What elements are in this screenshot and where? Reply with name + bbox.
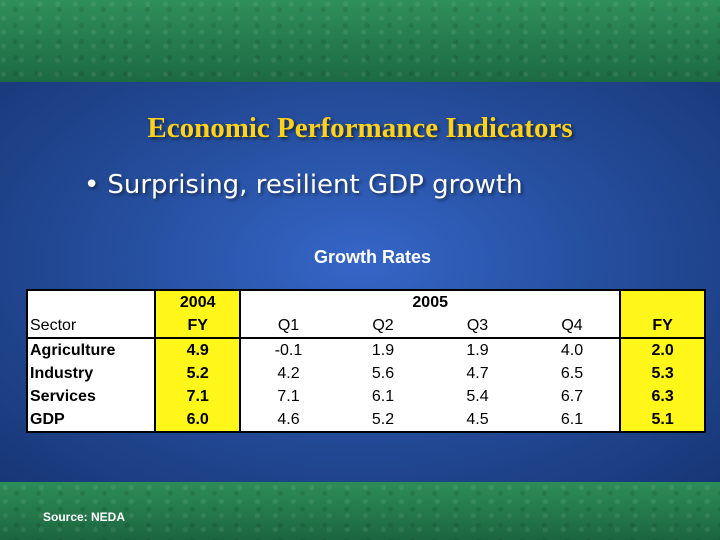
- q4-cell: 6.5: [560, 365, 584, 382]
- q3-cell: 1.9: [430, 337, 525, 362]
- header-sector: Sector: [30, 317, 77, 334]
- header-q4: Q4: [561, 317, 583, 334]
- bullet-text: Surprising, resilient GDP growth: [107, 170, 523, 200]
- fy2004-cell: 6.0: [154, 408, 242, 432]
- q1-cell: 4.2: [277, 365, 300, 382]
- table-row: GDP 6.0 4.6 5.2 4.5 6.1 5.1: [27, 408, 705, 432]
- q1-cell: 4.6: [277, 411, 300, 428]
- fy2005-cell: 2.0: [619, 337, 705, 362]
- header-blank-cell: [27, 290, 155, 314]
- header-q1: Q1: [277, 317, 300, 334]
- fy2004-cell: 4.9: [154, 337, 242, 362]
- q2-cell: 1.9: [335, 337, 431, 362]
- sector-cell: Industry: [30, 365, 94, 382]
- bullet-dot-icon: •: [84, 170, 100, 200]
- sector-cell: Agriculture: [27, 337, 156, 362]
- top-decorative-band: [0, 0, 720, 82]
- sector-cell: GDP: [30, 411, 65, 428]
- table-header-row-years: 2004 2005: [27, 290, 705, 314]
- sector-cell: Services: [30, 388, 96, 405]
- fy2005-cell: 5.3: [619, 362, 705, 385]
- q2-cell: 5.6: [371, 365, 395, 382]
- q3-cell: 5.4: [466, 388, 489, 405]
- growth-rates-table: 2004 2005 Sector FY Q1 Q2 Q3 Q4 FY Agric…: [26, 289, 706, 433]
- table-header-row-periods: Sector FY Q1 Q2 Q3 Q4 FY: [27, 314, 705, 338]
- fy2005-cell: 6.3: [619, 385, 705, 408]
- table-row: Industry 5.2 4.2 5.6 4.7 6.5 5.3: [27, 362, 705, 385]
- header-fy-2005: FY: [619, 314, 705, 338]
- fy2004-cell: 5.2: [154, 362, 242, 385]
- fy2005-cell: 5.1: [619, 408, 705, 432]
- source-note: Source: NEDA: [43, 510, 126, 524]
- header-year-2005: 2005: [412, 294, 448, 311]
- q2-cell: 5.2: [371, 411, 395, 428]
- q3-cell: 4.7: [466, 365, 489, 382]
- q1-cell: -0.1: [240, 337, 336, 362]
- table-title: Growth Rates: [313, 247, 432, 267]
- q4-cell: 6.1: [560, 411, 584, 428]
- fy2004-cell: 7.1: [154, 385, 242, 408]
- bottom-decorative-band: [0, 482, 720, 540]
- q2-cell: 6.1: [371, 388, 395, 405]
- bullet-point: • Surprising, resilient GDP growth: [84, 170, 523, 200]
- header-q3: Q3: [466, 317, 489, 334]
- table-row: Agriculture 4.9 -0.1 1.9 1.9 4.0 2.0: [27, 337, 705, 362]
- slide-title: Economic Performance Indicators: [147, 112, 573, 144]
- header-blank-fy-cell: [619, 290, 705, 314]
- q4-cell: 4.0: [524, 337, 621, 362]
- header-fy-2004: FY: [154, 314, 242, 338]
- table-row: Services 7.1 7.1 6.1 5.4 6.7 6.3: [27, 385, 705, 408]
- q3-cell: 4.5: [466, 411, 489, 428]
- header-q2: Q2: [372, 317, 394, 334]
- q4-cell: 6.7: [560, 388, 584, 405]
- header-year-2004: 2004: [154, 290, 242, 314]
- q1-cell: 7.1: [277, 388, 300, 405]
